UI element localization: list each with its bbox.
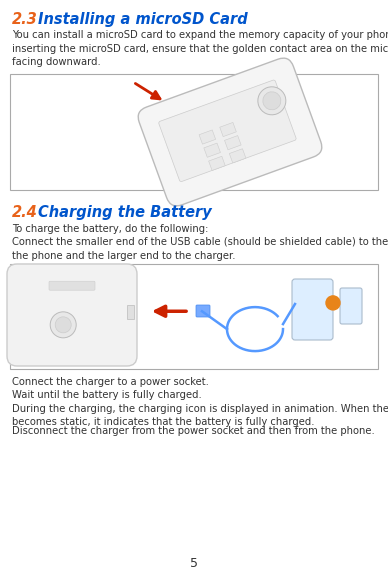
Text: To charge the battery, do the following:: To charge the battery, do the following: <box>12 224 208 234</box>
FancyBboxPatch shape <box>196 305 210 317</box>
Circle shape <box>50 312 76 338</box>
FancyBboxPatch shape <box>7 264 137 366</box>
FancyBboxPatch shape <box>199 130 216 144</box>
Text: Disconnect the charger from the power socket and then from the phone.: Disconnect the charger from the power so… <box>12 426 375 436</box>
Text: Connect the charger to a power socket.: Connect the charger to a power socket. <box>12 377 209 387</box>
FancyBboxPatch shape <box>225 135 241 150</box>
FancyBboxPatch shape <box>204 143 220 157</box>
Text: Installing a microSD Card: Installing a microSD Card <box>38 12 248 27</box>
Text: 5: 5 <box>190 557 198 569</box>
Text: Charging the Battery: Charging the Battery <box>38 205 212 220</box>
FancyBboxPatch shape <box>340 288 362 324</box>
Text: Wait until the battery is fully charged.
During the charging, the charging icon : Wait until the battery is fully charged.… <box>12 390 388 427</box>
Text: Connect the smaller end of the USB cable (should be shielded cable) to the charg: Connect the smaller end of the USB cable… <box>12 237 388 261</box>
Circle shape <box>326 296 340 310</box>
FancyArrowPatch shape <box>156 306 186 316</box>
Circle shape <box>258 87 286 115</box>
FancyBboxPatch shape <box>229 149 246 163</box>
FancyBboxPatch shape <box>49 281 95 290</box>
FancyBboxPatch shape <box>10 264 378 369</box>
Text: 2.4: 2.4 <box>12 205 38 220</box>
FancyBboxPatch shape <box>10 74 378 190</box>
Text: 2.3: 2.3 <box>12 12 38 27</box>
FancyBboxPatch shape <box>209 156 225 171</box>
FancyBboxPatch shape <box>138 58 322 206</box>
Text: You can install a microSD card to expand the memory capacity of your phone. When: You can install a microSD card to expand… <box>12 30 388 67</box>
FancyBboxPatch shape <box>127 305 134 319</box>
FancyBboxPatch shape <box>220 122 236 137</box>
FancyBboxPatch shape <box>159 80 296 182</box>
Circle shape <box>55 317 71 333</box>
FancyBboxPatch shape <box>292 279 333 340</box>
Circle shape <box>263 92 281 110</box>
